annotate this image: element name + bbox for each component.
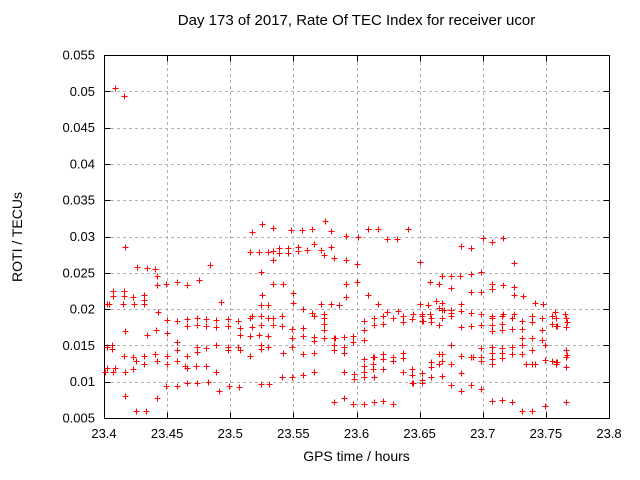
x-tick-label: 23.55 [277, 426, 310, 441]
y-tick-label: 0.005 [62, 411, 95, 426]
x-tick-label: 23.45 [151, 426, 184, 441]
scatter-points [102, 85, 571, 415]
x-tick-label: 23.65 [403, 426, 436, 441]
y-tick-label: 0.045 [62, 120, 95, 135]
x-tick-label: 23.75 [530, 426, 563, 441]
y-tick-label: 0.04 [70, 156, 95, 171]
y-tick-label: 0.015 [62, 338, 95, 353]
x-tick-label: 23.7 [470, 426, 495, 441]
y-tick-label: 0.03 [70, 229, 95, 244]
y-tick-label: 0.055 [62, 48, 95, 63]
x-axis-title: GPS time / hours [303, 448, 410, 464]
y-tick-label: 0.035 [62, 193, 95, 208]
y-tick-label: 0.025 [62, 265, 95, 280]
y-tick-label: 0.01 [70, 374, 95, 389]
y-tick-label: 0.02 [70, 302, 95, 317]
x-tick-label: 23.4 [91, 426, 116, 441]
chart-title: Day 173 of 2017, Rate Of TEC Index for r… [177, 12, 536, 29]
x-tick-label: 23.6 [344, 426, 369, 441]
x-tick-label: 23.8 [596, 426, 621, 441]
y-tick-label: 0.05 [70, 84, 95, 99]
x-tick-label: 23.5 [218, 426, 243, 441]
